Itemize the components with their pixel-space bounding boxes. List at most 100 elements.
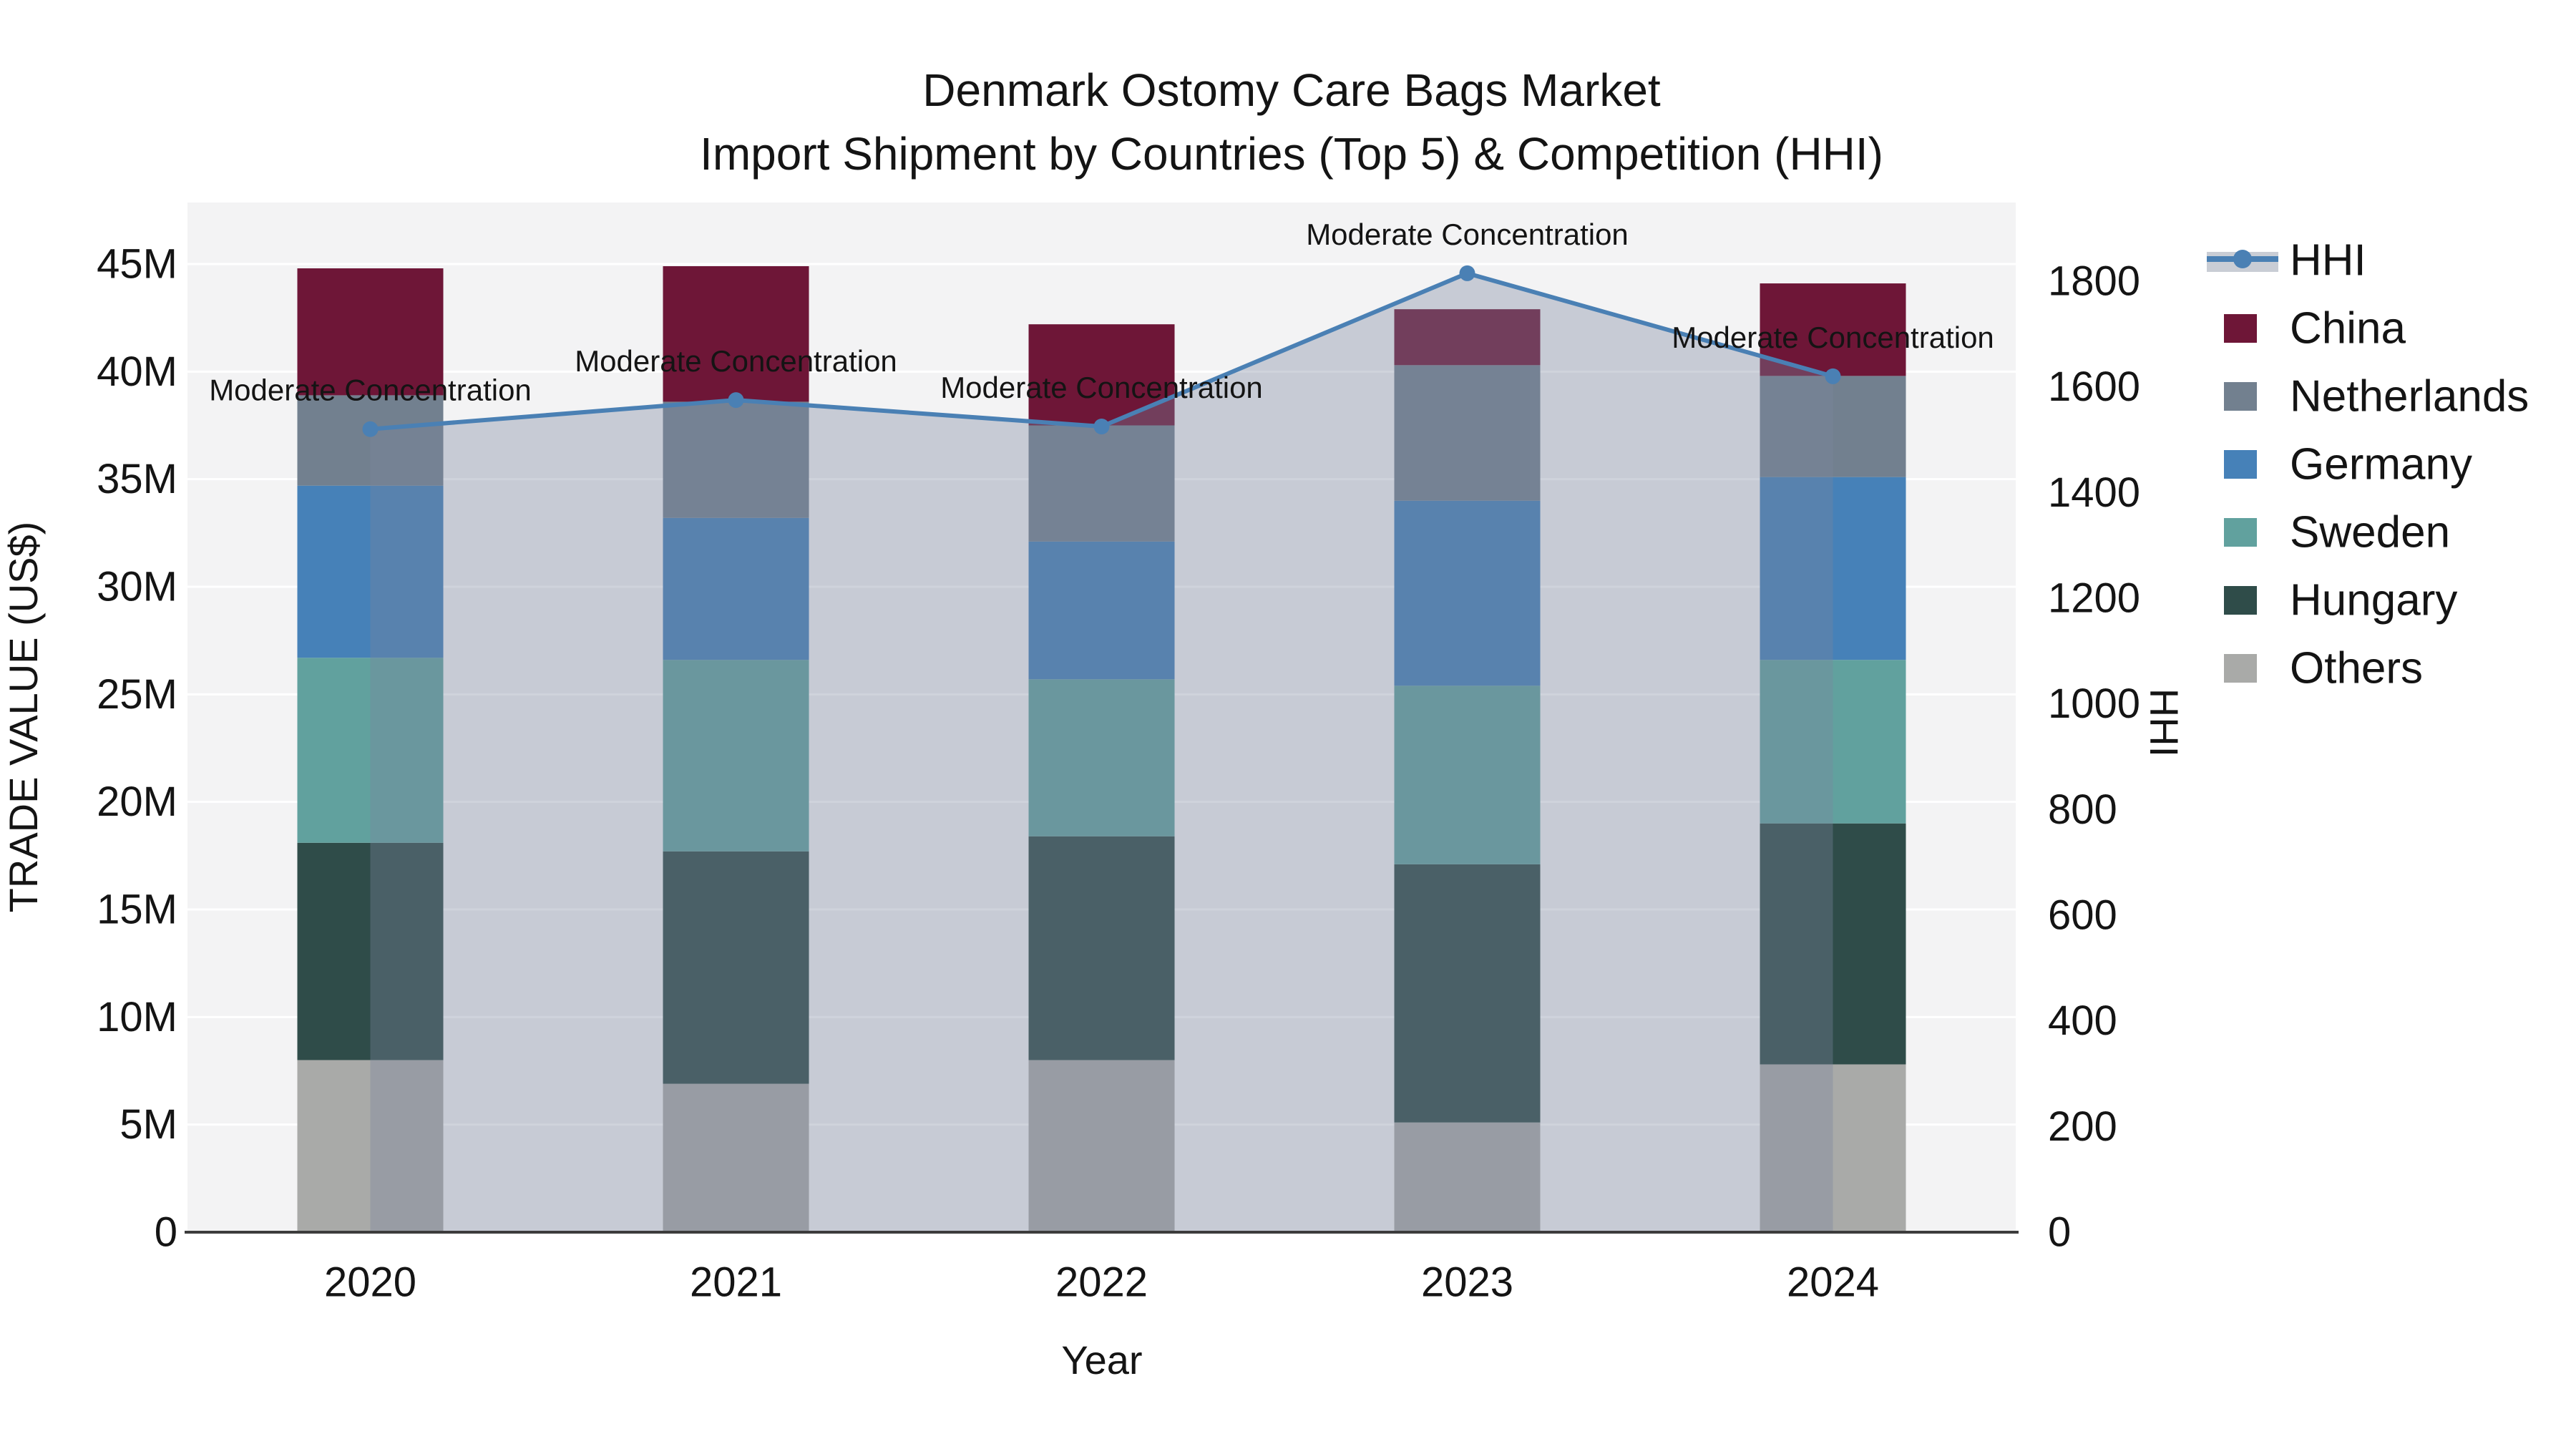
legend-swatch-hungary bbox=[2224, 586, 2257, 615]
left-tick-0: 0 bbox=[155, 1209, 177, 1256]
bar-segment-2024-netherlands[interactable] bbox=[1760, 376, 1906, 477]
legend-label: Germany bbox=[2290, 440, 2472, 489]
legend-swatch-sweden bbox=[2224, 518, 2257, 547]
bar-segment-2021-germany[interactable] bbox=[663, 517, 809, 660]
legend-item-china[interactable]: China bbox=[2224, 304, 2406, 353]
bar-segment-2024-hungary[interactable] bbox=[1760, 823, 1906, 1065]
hhi-area-fill bbox=[370, 273, 1833, 1232]
bar-segment-2020-germany[interactable] bbox=[297, 485, 444, 658]
legend-item-germany[interactable]: Germany bbox=[2224, 440, 2472, 489]
left-tick-20M: 20M bbox=[97, 779, 177, 825]
bar-segment-2022-netherlands[interactable] bbox=[1028, 425, 1175, 542]
bar-segment-2021-others[interactable] bbox=[663, 1083, 809, 1232]
left-tick-25M: 25M bbox=[97, 671, 177, 718]
chart-title-line1: Denmark Ostomy Care Bags Market bbox=[922, 64, 1661, 116]
legend-swatch-netherlands bbox=[2224, 382, 2257, 411]
x-axis-title: Year bbox=[1061, 1337, 1142, 1382]
hhi-line bbox=[362, 265, 1841, 437]
legend-swatch-china bbox=[2224, 314, 2257, 343]
annotation-2024: Moderate Concentration bbox=[1672, 321, 1994, 354]
chart-title-line2: Import Shipment by Countries (Top 5) & C… bbox=[700, 128, 1883, 180]
left-axis-ticks: 0 5M 10M 15M 20M 25M 30M 35M 40M 45M bbox=[97, 241, 177, 1256]
left-tick-40M: 40M bbox=[97, 348, 177, 395]
bar-segment-2024-sweden[interactable] bbox=[1760, 660, 1906, 824]
legend-item-hhi[interactable]: HHI bbox=[2207, 236, 2366, 286]
x-tick-2022: 2022 bbox=[1055, 1259, 1148, 1306]
bar-segment-2020-others[interactable] bbox=[297, 1060, 444, 1232]
bar-segment-2021-hungary[interactable] bbox=[663, 851, 809, 1084]
legend-swatch-others bbox=[2224, 654, 2257, 683]
bar-segment-2022-sweden[interactable] bbox=[1028, 679, 1175, 836]
x-tick-2023: 2023 bbox=[1421, 1259, 1513, 1306]
x-axis-ticks: 2020 2021 2022 2023 2024 bbox=[324, 1259, 1879, 1306]
right-tick-1200: 1200 bbox=[2048, 575, 2140, 622]
hhi-marker-2022[interactable] bbox=[1093, 419, 1110, 435]
legend-item-others[interactable]: Others bbox=[2224, 644, 2423, 693]
bar-segment-2023-others[interactable] bbox=[1394, 1122, 1541, 1232]
bar-segment-2021-china[interactable] bbox=[663, 266, 809, 402]
annotation-2023: Moderate Concentration bbox=[1306, 218, 1629, 251]
legend-item-netherlands[interactable]: Netherlands bbox=[2224, 372, 2529, 421]
right-tick-600: 600 bbox=[2048, 892, 2117, 939]
stacked-bars bbox=[297, 266, 1906, 1232]
bar-segment-2024-germany[interactable] bbox=[1760, 477, 1906, 660]
left-tick-5M: 5M bbox=[119, 1101, 177, 1148]
legend-label: Sweden bbox=[2290, 508, 2450, 557]
bar-segment-2024-others[interactable] bbox=[1760, 1064, 1906, 1232]
x-tick-2021: 2021 bbox=[690, 1259, 782, 1306]
left-tick-30M: 30M bbox=[97, 564, 177, 610]
annotation-2020: Moderate Concentration bbox=[209, 374, 532, 407]
right-tick-1000: 1000 bbox=[2048, 680, 2140, 727]
legend: HHI China Netherlands Germany Sweden Hungary O… bbox=[2207, 236, 2529, 693]
bar-segment-2021-netherlands[interactable] bbox=[663, 401, 809, 518]
bar-segment-2022-china[interactable] bbox=[1028, 324, 1175, 426]
right-tick-1600: 1600 bbox=[2048, 364, 2140, 410]
right-tick-1400: 1400 bbox=[2048, 469, 2140, 516]
x-tick-2020: 2020 bbox=[324, 1259, 416, 1306]
legend-label: HHI bbox=[2290, 236, 2366, 286]
legend-item-sweden[interactable]: Sweden bbox=[2224, 508, 2450, 557]
bar-segment-2020-sweden[interactable] bbox=[297, 658, 444, 843]
hhi-marker-2023[interactable] bbox=[1459, 265, 1475, 281]
x-tick-2024: 2024 bbox=[1787, 1259, 1879, 1306]
legend-label: Hungary bbox=[2290, 576, 2457, 625]
hhi-marker-2024[interactable] bbox=[1825, 368, 1841, 384]
bar-segment-2023-hungary[interactable] bbox=[1394, 864, 1541, 1123]
bar-segment-2023-germany[interactable] bbox=[1394, 500, 1541, 686]
left-tick-10M: 10M bbox=[97, 994, 177, 1040]
bar-segment-2023-netherlands[interactable] bbox=[1394, 365, 1541, 501]
bar-segment-2022-others[interactable] bbox=[1028, 1060, 1175, 1232]
left-tick-45M: 45M bbox=[97, 241, 177, 288]
hhi-area bbox=[370, 273, 1833, 1232]
right-tick-200: 200 bbox=[2048, 1103, 2117, 1150]
right-axis-ticks: 0 200 400 600 800 1000 1200 1400 1600 1800 bbox=[2048, 258, 2140, 1256]
bar-segment-2022-germany[interactable] bbox=[1028, 541, 1175, 680]
right-tick-400: 400 bbox=[2048, 997, 2117, 1044]
bar-segment-2020-hungary[interactable] bbox=[297, 842, 444, 1060]
legend-label: China bbox=[2290, 304, 2406, 353]
annotation-2021: Moderate Concentration bbox=[575, 344, 897, 378]
right-axis-title: HHI bbox=[2142, 688, 2187, 757]
bar-segment-2020-china[interactable] bbox=[297, 268, 444, 396]
right-tick-800: 800 bbox=[2048, 786, 2117, 833]
left-axis-title: TRADE VALUE (US$) bbox=[1, 522, 46, 913]
bar-segment-2022-hungary[interactable] bbox=[1028, 836, 1175, 1060]
left-tick-35M: 35M bbox=[97, 456, 177, 502]
bar-segment-2023-sweden[interactable] bbox=[1394, 686, 1541, 864]
hhi-marker-2020[interactable] bbox=[362, 421, 379, 437]
legend-label: Netherlands bbox=[2290, 372, 2529, 421]
right-tick-0: 0 bbox=[2048, 1209, 2071, 1256]
legend-item-hungary[interactable]: Hungary bbox=[2224, 576, 2457, 625]
bar-segment-2023-china[interactable] bbox=[1394, 309, 1541, 366]
legend-label: Others bbox=[2290, 644, 2423, 693]
annotations: Moderate Concentration Moderate Concentra… bbox=[209, 218, 1994, 407]
bar-segment-2021-sweden[interactable] bbox=[663, 660, 809, 852]
hhi-marker-2021[interactable] bbox=[728, 392, 744, 409]
annotation-2022: Moderate Concentration bbox=[940, 371, 1263, 404]
bar-segment-2020-netherlands[interactable] bbox=[297, 395, 444, 486]
left-tick-15M: 15M bbox=[97, 887, 177, 933]
legend-swatch-germany bbox=[2224, 450, 2257, 479]
right-tick-1800: 1800 bbox=[2048, 258, 2140, 305]
